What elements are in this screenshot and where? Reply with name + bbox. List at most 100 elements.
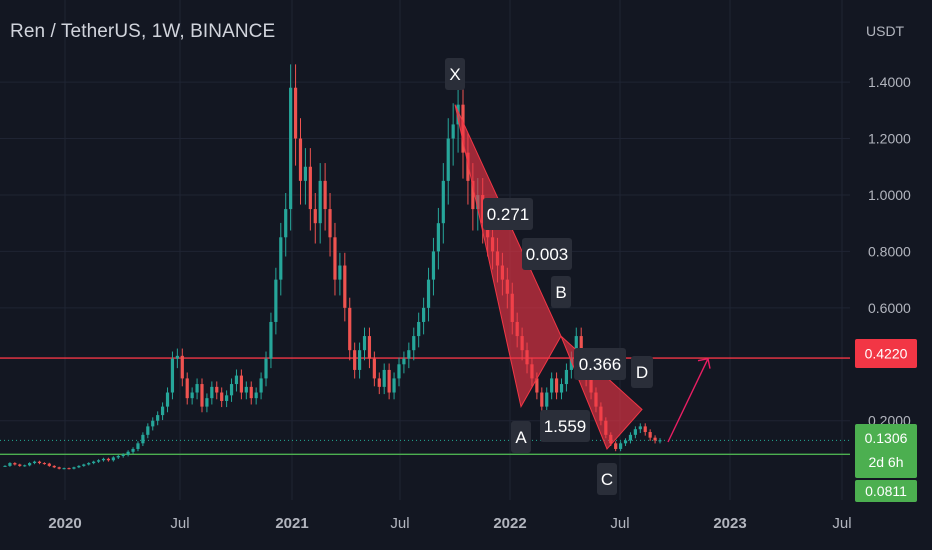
candle-body (274, 279, 278, 322)
price-tags: 0.4220 0.1306 2d 6h 0.0811 (855, 339, 917, 502)
candle-body (101, 458, 106, 461)
candle-body (313, 209, 317, 224)
candle-body (141, 434, 145, 444)
candle-body (284, 209, 288, 238)
candle-body (200, 384, 204, 407)
candle-body (554, 378, 559, 393)
candle-body (431, 251, 436, 280)
candle-body (126, 451, 130, 455)
candle-body (545, 392, 549, 407)
point-label-d: D (636, 363, 648, 382)
candle-body (619, 443, 623, 449)
candle-body (37, 461, 42, 464)
candle-body (293, 87, 298, 139)
candle-body (156, 415, 160, 421)
x-tick-label: 2021 (275, 515, 308, 532)
candle-body (348, 307, 352, 351)
candle-body (451, 124, 455, 139)
candle-body (62, 468, 66, 470)
candle-body (67, 468, 71, 470)
candle-body (52, 465, 56, 468)
candle-body (328, 209, 332, 238)
candle-body (638, 426, 642, 430)
point-label-a: A (515, 428, 527, 447)
xabcd-pattern[interactable]: X A B C D 0.271 0.003 0.366 1.559 (445, 58, 711, 495)
candle-body (151, 420, 155, 427)
candle-body (239, 375, 243, 393)
candle-body (23, 465, 27, 467)
x-tick-label: Jul (832, 515, 851, 532)
chart-title: Ren / TetherUS, 1W, BINANCE (10, 21, 276, 42)
point-label-a-box (511, 421, 531, 453)
candle-body (264, 358, 268, 379)
candle-body (234, 375, 239, 385)
candle-body (190, 392, 194, 399)
x-tick-label: 2020 (48, 515, 81, 532)
x-tick-label: Jul (170, 515, 189, 532)
candle-body (569, 358, 573, 370)
candle-body (407, 350, 411, 359)
candle-body (229, 384, 234, 396)
candle-body (323, 180, 327, 210)
candle-body (269, 321, 273, 359)
resistance-price-tag: 0.4220 (865, 346, 908, 362)
y-tick-label: 1.4000 (868, 74, 911, 90)
candle-body (131, 448, 135, 452)
candle-body (643, 426, 647, 433)
candle-body (367, 336, 372, 359)
candle-body (225, 395, 229, 401)
candle-body (402, 358, 406, 365)
candle-body (13, 463, 17, 465)
candle-body (82, 464, 86, 466)
candle-body (308, 166, 312, 210)
axes: USDT1.40001.20001.00000.80000.60000.2000… (48, 23, 911, 532)
point-label-b-box (551, 276, 571, 308)
candle-body (77, 465, 81, 468)
candle-body (32, 461, 37, 464)
resistance-price-tag-bg (855, 339, 917, 368)
candle-body (535, 378, 539, 393)
candle-body (18, 464, 22, 466)
candle-body (42, 463, 46, 465)
candle-body (57, 467, 61, 469)
x-tick-label: Jul (610, 515, 629, 532)
y-tick-label: 0.6000 (868, 300, 911, 316)
candle-body (357, 350, 362, 370)
candle-body (121, 454, 125, 457)
candle-body (633, 429, 637, 435)
candle-body (540, 392, 544, 407)
candle-body (185, 378, 189, 399)
candle-body (564, 369, 569, 385)
point-label-c-box (597, 463, 617, 495)
candle-body (28, 463, 32, 466)
candle-body (441, 180, 445, 224)
candle-body (116, 456, 120, 458)
y-axis-unit: USDT (866, 23, 905, 39)
candle-body (466, 152, 470, 181)
candle-body (550, 378, 554, 393)
candle-body (136, 443, 140, 449)
ratio-label-xb: 0.003 (526, 245, 569, 264)
support-price-tag-bg (855, 480, 917, 502)
candle-body (343, 265, 347, 308)
ratio-label-xb-box (522, 238, 572, 270)
candle-body (111, 457, 115, 461)
candle-body (318, 180, 322, 224)
candle-body (471, 180, 475, 210)
x-tick-label: Jul (390, 515, 409, 532)
candle-body (436, 223, 440, 252)
candle-body (279, 237, 283, 280)
ratio-label-cd-box (540, 410, 590, 442)
bar-countdown: 2d 6h (868, 454, 903, 470)
candle-body (426, 279, 431, 308)
candle-body (658, 440, 662, 442)
point-label-d-box (631, 356, 653, 388)
candle-body (628, 434, 633, 441)
point-label-b: B (555, 283, 566, 302)
ratio-label-xab: 0.271 (487, 205, 530, 224)
candle-body (96, 460, 101, 462)
forecast-arrow-line (667, 358, 709, 443)
candle-body (353, 350, 357, 370)
point-label-x-box (445, 58, 465, 90)
